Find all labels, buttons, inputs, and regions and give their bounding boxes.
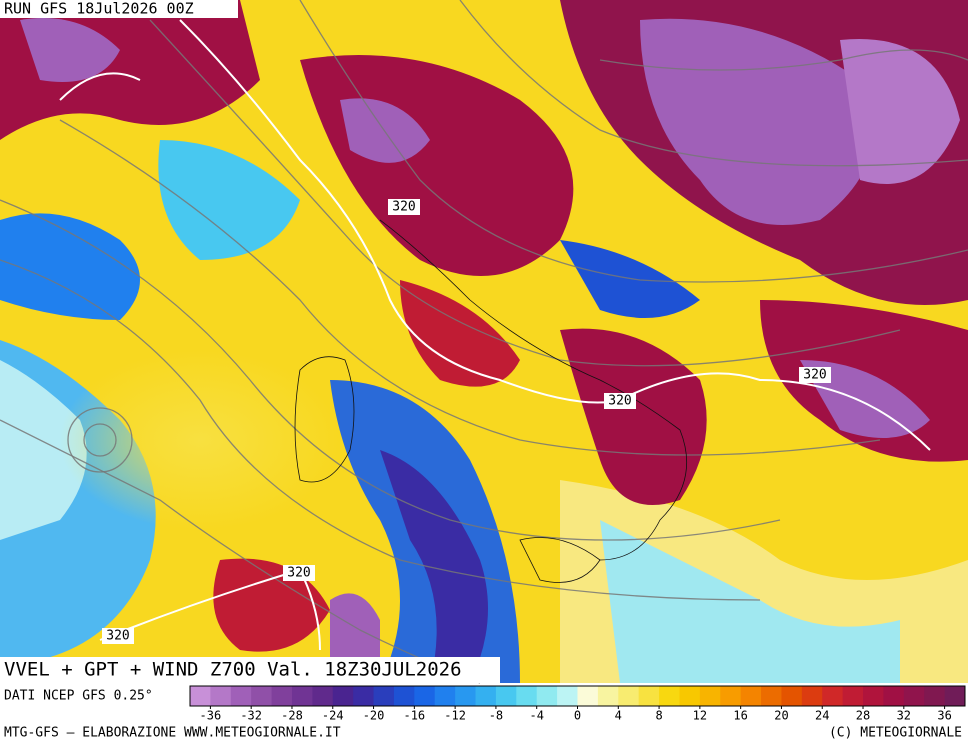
colorbar-swatch bbox=[291, 686, 313, 706]
colorbar-swatch bbox=[618, 686, 640, 706]
colorbar-tick-label: -20 bbox=[363, 709, 385, 723]
colorbar-swatch bbox=[536, 686, 558, 706]
colorbar-swatch bbox=[740, 686, 762, 706]
colorbar-swatch bbox=[720, 686, 742, 706]
colorbar-tick-label: 4 bbox=[615, 709, 622, 723]
colorbar-tick-label: 32 bbox=[897, 709, 911, 723]
colorbar-swatch bbox=[638, 686, 660, 706]
colorbar-swatch bbox=[230, 686, 252, 706]
colorbar-tick-label: 8 bbox=[655, 709, 662, 723]
colorbar-swatch bbox=[781, 686, 803, 706]
colorbar-swatch bbox=[842, 686, 864, 706]
colorbar-tick-label: 0 bbox=[574, 709, 581, 723]
colorbar-swatch bbox=[393, 686, 415, 706]
colorbar: -36 -32 -28 -24 -20 -16 -12 -8 -4 0 4 8 12 16 20 24 28 32… bbox=[189, 685, 966, 723]
colorbar-swatch bbox=[332, 686, 354, 706]
title-box bbox=[0, 657, 500, 683]
colorbar-swatch bbox=[924, 686, 946, 706]
colorbar-tick-label: -16 bbox=[403, 709, 425, 723]
source-label: DATI NCEP GFS 0.25° bbox=[4, 689, 153, 704]
colorbar-swatch bbox=[455, 686, 477, 706]
colorbar-tick-label: -4 bbox=[529, 709, 543, 723]
contour-label: 320 bbox=[803, 368, 826, 383]
colorbar-swatch bbox=[495, 686, 517, 706]
colorbar-swatch bbox=[903, 686, 925, 706]
contour-label-box bbox=[799, 367, 831, 383]
run-label: RUN GFS 18Jul2026 00Z bbox=[4, 0, 194, 18]
contour-label: 320 bbox=[106, 629, 129, 644]
streamlines bbox=[0, 0, 968, 684]
colorbar-tick-label: -24 bbox=[322, 709, 344, 723]
colorbar-swatch bbox=[373, 686, 395, 706]
colorbar-swatch bbox=[414, 686, 436, 706]
map-title: VVEL + GPT + WIND Z700 Val. 18Z30JUL2026 bbox=[4, 659, 462, 681]
colorbar-tick-label: 16 bbox=[733, 709, 747, 723]
colorbar-swatch bbox=[577, 686, 599, 706]
run-box bbox=[0, 0, 238, 18]
contour-label-box bbox=[283, 565, 315, 581]
colorbar-swatch bbox=[883, 686, 905, 706]
colorbar-swatch bbox=[699, 686, 721, 706]
colorbar-swatch bbox=[801, 686, 823, 706]
colorbar-swatch bbox=[475, 686, 497, 706]
contour-label: 320 bbox=[392, 200, 415, 215]
colorbar-swatch bbox=[944, 686, 966, 706]
contour-labels: 320 320 320 320 320 bbox=[102, 199, 831, 644]
colorbar-swatch bbox=[251, 686, 273, 706]
contour-label: 320 bbox=[287, 566, 310, 581]
colorbar-swatch bbox=[312, 686, 334, 706]
contour-label: 320 bbox=[608, 394, 631, 409]
isolines bbox=[59, 19, 931, 651]
colorbar-tick-label: -36 bbox=[200, 709, 222, 723]
coastlines bbox=[294, 219, 688, 583]
colorbar-swatch bbox=[557, 686, 578, 706]
colorbar-swatch bbox=[210, 686, 232, 706]
contour-label-box bbox=[102, 628, 134, 644]
colorbar-swatch bbox=[822, 686, 844, 706]
colorbar-swatch bbox=[863, 686, 884, 706]
colorbar-swatch bbox=[761, 686, 782, 706]
colorbar-tick-label: -8 bbox=[489, 709, 503, 723]
colorbar-tick-label: 12 bbox=[693, 709, 707, 723]
colorbar-tick-label: 28 bbox=[856, 709, 870, 723]
contour-label-box bbox=[604, 393, 636, 409]
colorbar-swatch bbox=[597, 686, 619, 706]
colorbar-swatch bbox=[659, 686, 680, 706]
colorbar-tick-label: 20 bbox=[774, 709, 788, 723]
colorbar-swatch bbox=[516, 686, 538, 706]
colorbar-swatch bbox=[679, 686, 701, 706]
colorbar-tick-label: -32 bbox=[240, 709, 262, 723]
footer-left: MTG-GFS — ELABORAZIONE WWW.METEOGIORNALE… bbox=[4, 726, 341, 741]
colorbar-tick-label: -28 bbox=[281, 709, 303, 723]
colorbar-tick-label: -12 bbox=[444, 709, 466, 723]
colorbar-tick-label: 24 bbox=[815, 709, 829, 723]
colorbar-swatch bbox=[271, 686, 293, 706]
colorbar-swatch bbox=[190, 686, 211, 706]
colorbar-swatch bbox=[353, 686, 375, 706]
footer-right: (C) METEOGIORNALE bbox=[829, 726, 962, 741]
contour-label-box bbox=[388, 199, 420, 215]
colorbar-swatch bbox=[434, 686, 456, 706]
map-field bbox=[0, 0, 968, 683]
colorbar-tick-label: 36 bbox=[937, 709, 951, 723]
